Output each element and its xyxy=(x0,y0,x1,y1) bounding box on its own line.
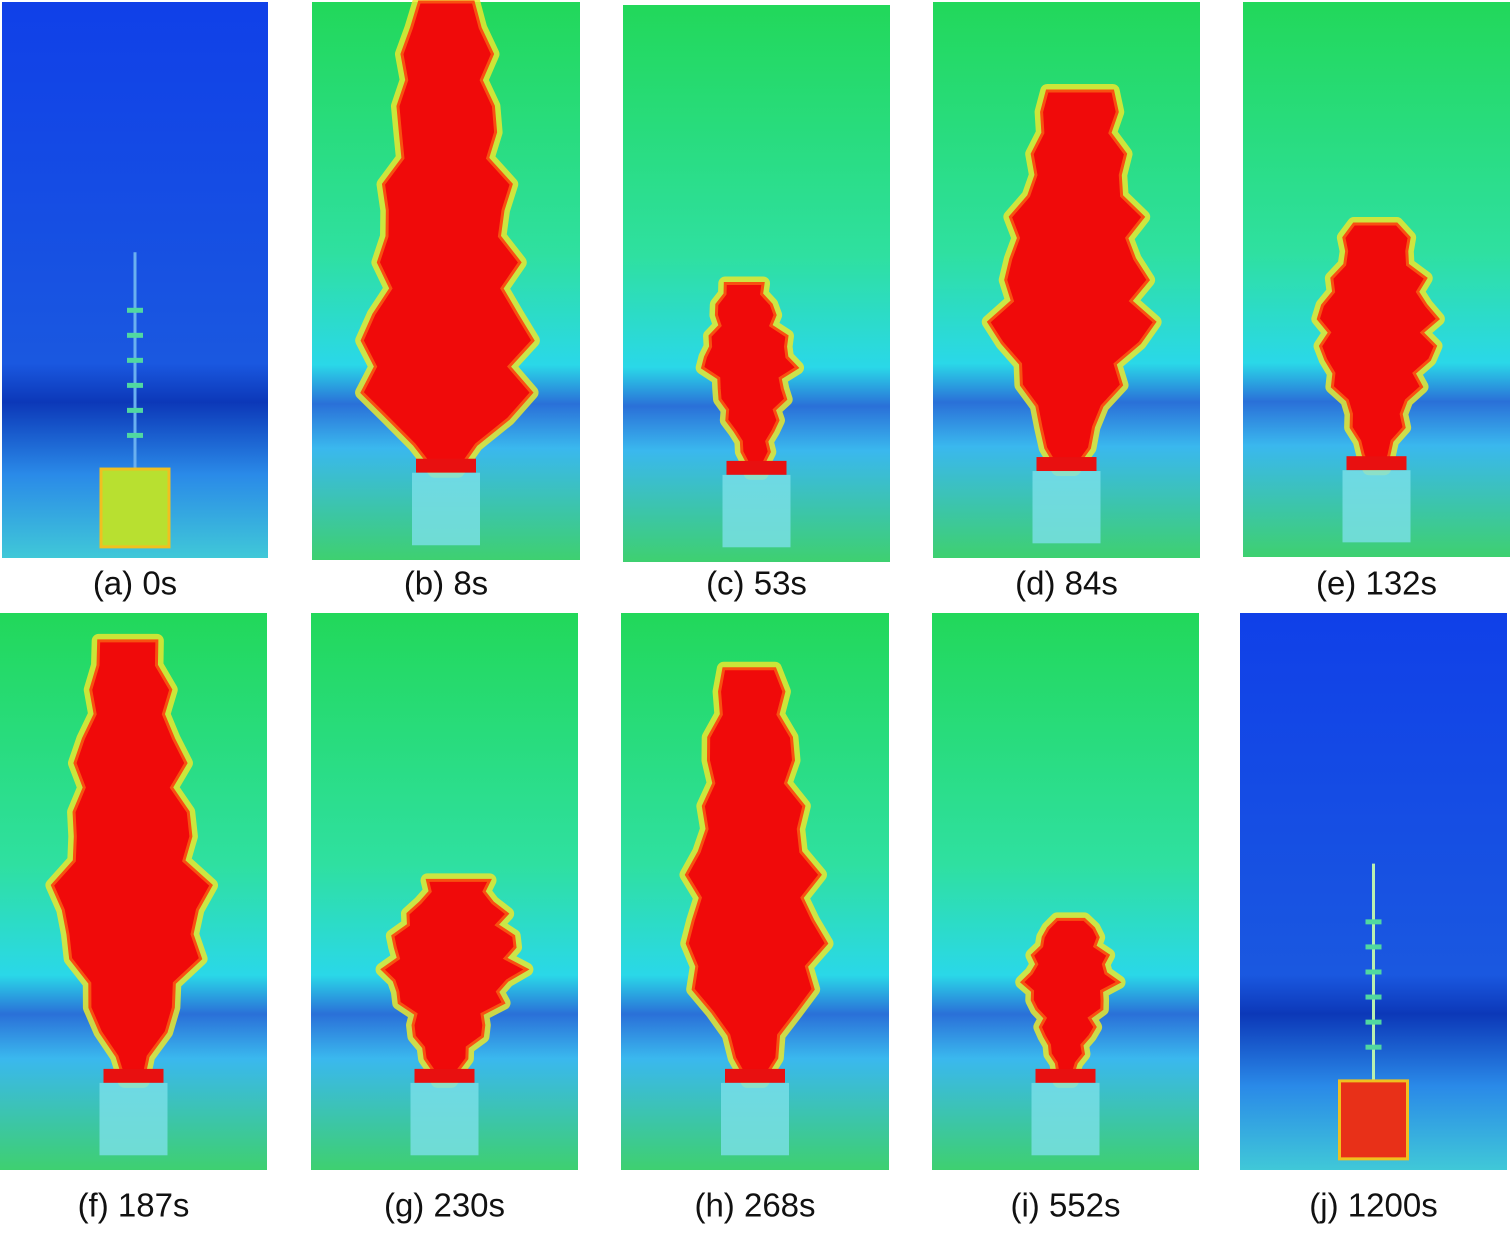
rod-clip xyxy=(127,357,143,363)
rod-clip xyxy=(1365,1019,1382,1025)
flame-core xyxy=(380,878,530,1083)
rod-clip xyxy=(1365,994,1382,1000)
thermal-image xyxy=(932,613,1199,1170)
rod-clip xyxy=(1365,969,1382,975)
burner-top xyxy=(726,460,787,475)
flame-core xyxy=(50,639,213,1083)
burner-top xyxy=(1036,457,1097,472)
panel-caption: (d) 84s xyxy=(1015,565,1118,602)
base-box xyxy=(1338,1079,1409,1161)
rod-clip xyxy=(127,382,143,388)
base-box xyxy=(99,1082,168,1156)
base-box xyxy=(721,1082,789,1156)
panel-caption: (e) 132s xyxy=(1316,565,1437,602)
rod-clip xyxy=(1365,1044,1382,1050)
flame-core xyxy=(1316,222,1440,470)
panel-caption: (b) 8s xyxy=(404,565,488,602)
burner-top xyxy=(1035,1068,1096,1083)
thermal-image xyxy=(1240,613,1507,1170)
flame-core xyxy=(1019,917,1122,1083)
base-box xyxy=(99,467,171,549)
flame-core xyxy=(700,282,800,475)
panel-caption: (h) 268s xyxy=(694,1187,815,1224)
rod-clip xyxy=(1365,919,1382,925)
base-box xyxy=(1342,470,1411,543)
flame-core xyxy=(684,667,829,1083)
thermal-image xyxy=(2,2,268,558)
rod-clip xyxy=(127,432,143,438)
base-box xyxy=(1031,1082,1100,1156)
base-box xyxy=(1032,471,1101,544)
thermal-image xyxy=(312,0,580,560)
thermal-image xyxy=(0,613,267,1170)
burner-top xyxy=(414,1068,475,1083)
burner-top xyxy=(416,458,476,473)
panel-caption: (c) 53s xyxy=(706,565,807,602)
thermal-image xyxy=(311,613,578,1170)
base-box xyxy=(722,474,791,548)
flame-core xyxy=(986,89,1157,471)
burner-top xyxy=(725,1068,785,1083)
flame-core xyxy=(360,0,535,473)
thermal-image xyxy=(933,2,1200,558)
panel-caption: (g) 230s xyxy=(384,1187,505,1224)
burner-top xyxy=(1346,456,1407,471)
rod-clip xyxy=(1365,944,1382,950)
panel-caption: (a) 0s xyxy=(93,565,177,602)
thermal-image xyxy=(1243,2,1510,557)
base-box xyxy=(412,472,480,546)
panel-caption: (f) 187s xyxy=(78,1187,190,1224)
panel-caption: (i) 552s xyxy=(1010,1187,1120,1224)
rod-clip xyxy=(127,407,143,413)
thermal-image xyxy=(621,613,889,1170)
rod-clip xyxy=(127,332,143,338)
panel-caption: (j) 1200s xyxy=(1309,1187,1437,1224)
thermal-image xyxy=(623,5,890,562)
base-box xyxy=(410,1082,479,1156)
rod-clip xyxy=(127,307,143,313)
burner-top xyxy=(103,1068,164,1083)
